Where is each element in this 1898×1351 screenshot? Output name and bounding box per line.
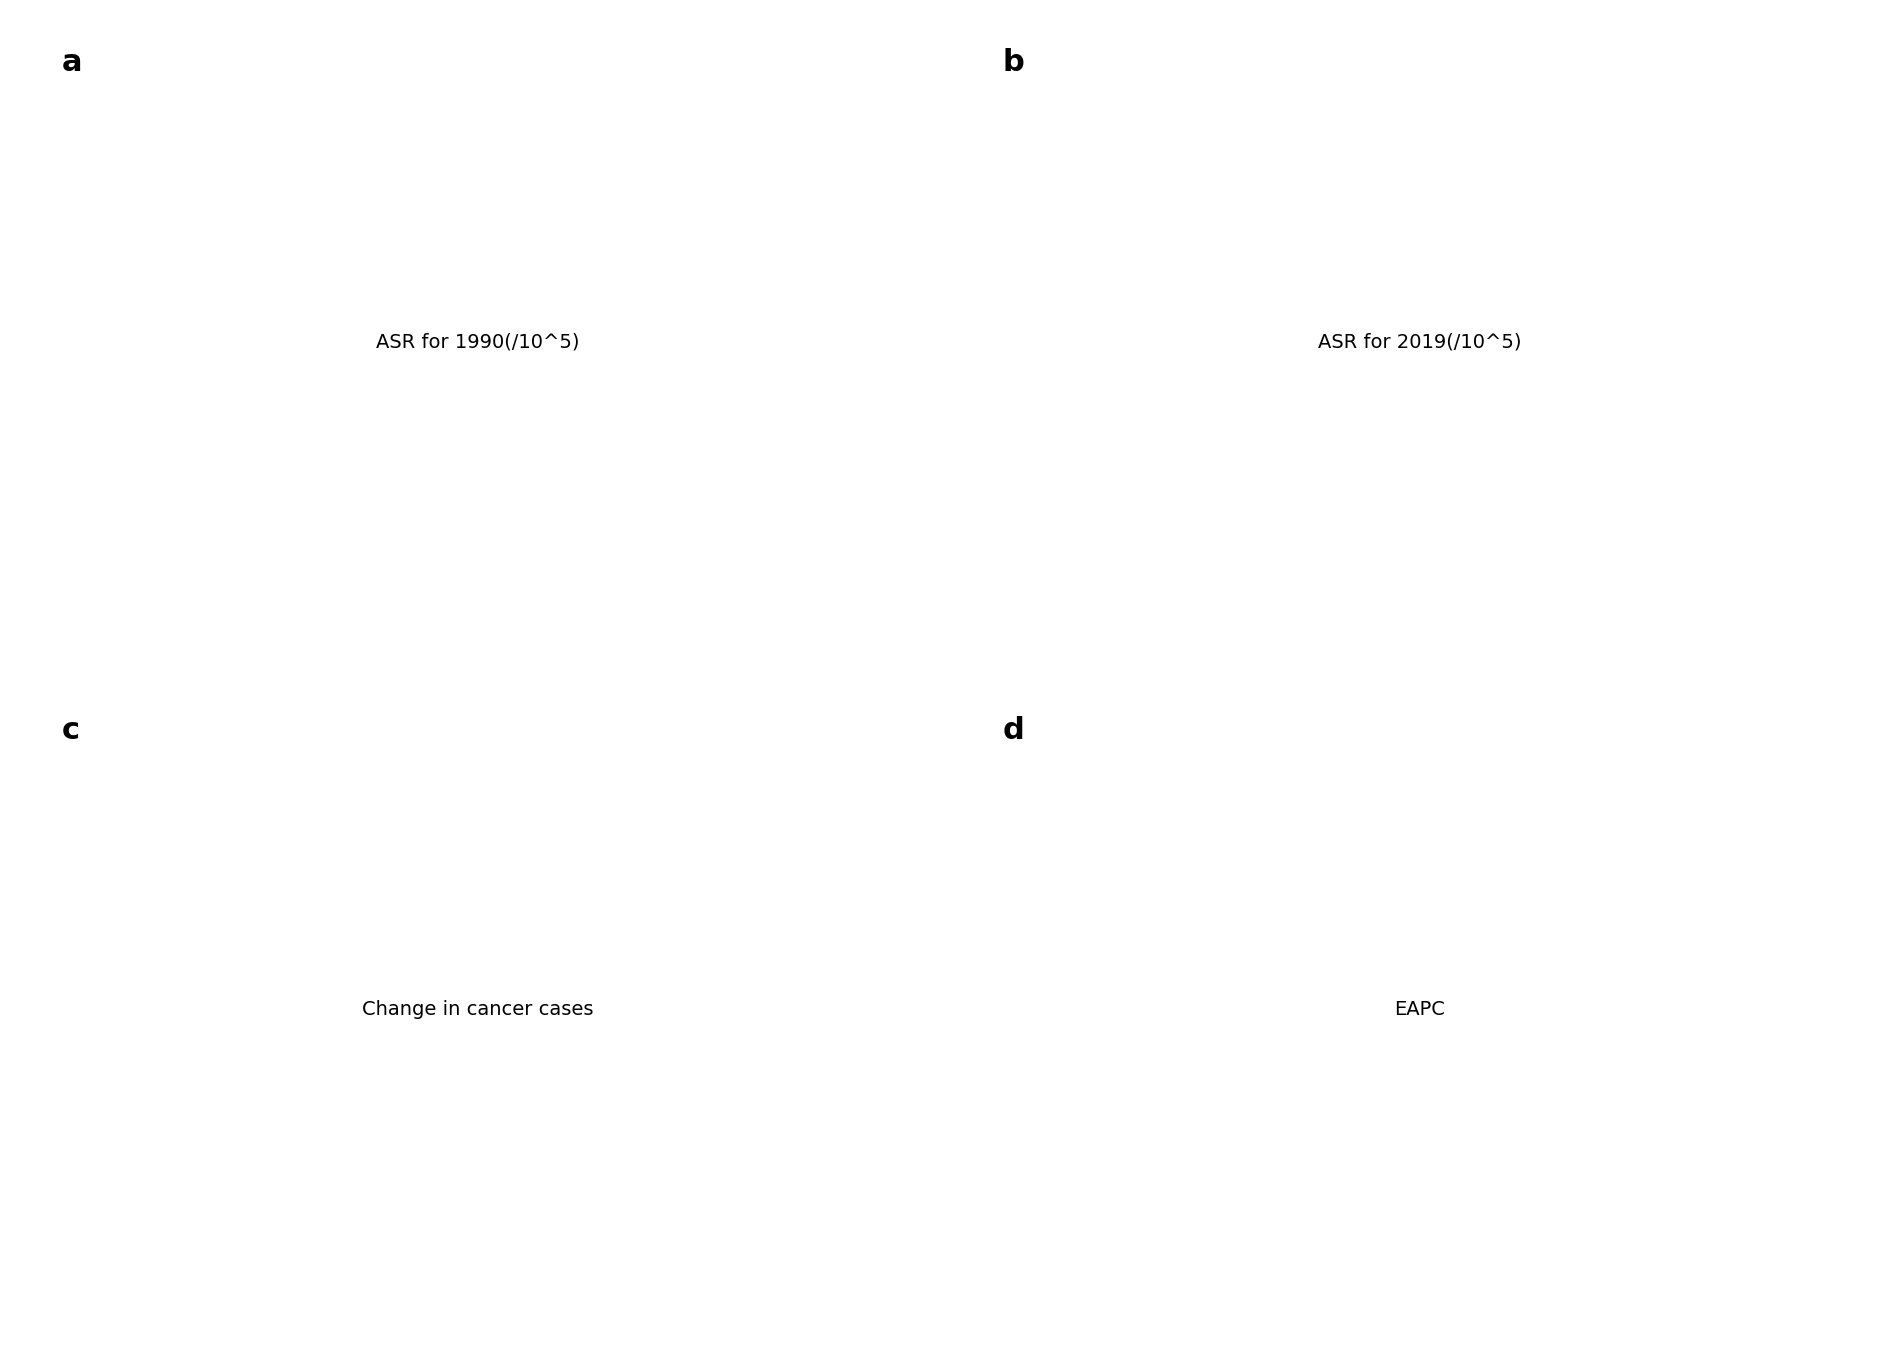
Text: b: b xyxy=(1002,47,1025,77)
Text: ASR for 1990(/10^5): ASR for 1990(/10^5) xyxy=(376,332,581,351)
Text: d: d xyxy=(1002,716,1025,744)
Text: c: c xyxy=(61,716,80,744)
Text: ASR for 2019(/10^5): ASR for 2019(/10^5) xyxy=(1317,332,1522,351)
Text: a: a xyxy=(61,47,82,77)
Text: EAPC: EAPC xyxy=(1395,1000,1444,1019)
Text: Change in cancer cases: Change in cancer cases xyxy=(363,1000,594,1019)
